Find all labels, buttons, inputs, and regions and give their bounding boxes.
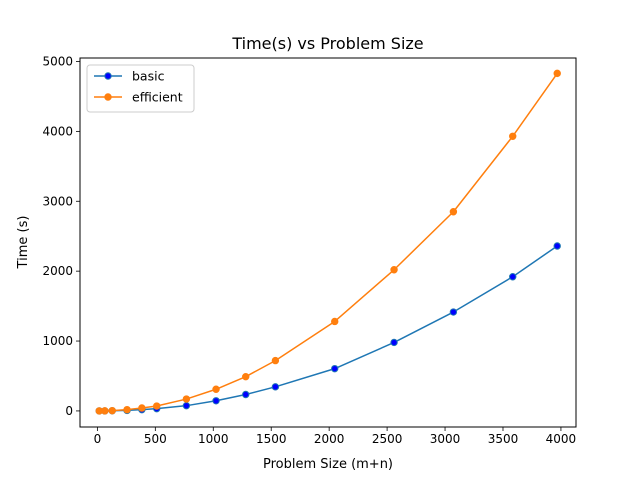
data-point-efficient [153, 402, 161, 410]
data-point-efficient [449, 208, 458, 216]
data-point-efficient [331, 317, 339, 326]
legend-swatch-marker [104, 93, 112, 101]
chart-title: Time(s) vs Problem Size [231, 34, 423, 53]
data-point-efficient [182, 395, 191, 403]
data-point-basic [390, 338, 398, 347]
data-point-efficient [271, 356, 280, 365]
data-point-efficient [123, 405, 131, 414]
series-line-efficient [99, 72, 558, 412]
data-point-efficient [242, 372, 250, 381]
data-point-efficient [212, 385, 220, 393]
y-tick-label: 2000 [42, 264, 73, 278]
legend-item-basic: basic [94, 69, 165, 84]
x-tick-label: 500 [144, 432, 167, 446]
plot-frame [79, 57, 577, 428]
data-point-efficient [553, 69, 561, 78]
data-point-basic [331, 364, 339, 373]
x-tick-label: 4000 [546, 432, 577, 446]
data-point-efficient [108, 406, 116, 415]
data-point-basic [182, 401, 191, 410]
data-point-basic [553, 242, 561, 250]
legend-label: efficient [132, 90, 183, 105]
x-tick-label: 2000 [314, 432, 345, 446]
y-tick-label: 0 [65, 404, 73, 418]
data-point-efficient [390, 266, 398, 274]
data-point-basic [212, 397, 220, 405]
legend-label: basic [132, 69, 165, 84]
y-axis-label: Time (s) [16, 216, 31, 270]
y-tick-label: 1000 [42, 334, 73, 348]
x-tick-label: 2500 [372, 432, 403, 446]
data-point-basic [271, 383, 280, 391]
x-axis-label: Problem Size (m+n) [263, 457, 393, 472]
x-tick-label: 1500 [256, 432, 287, 446]
legend: basic efficient [86, 64, 195, 113]
data-point-basic [242, 390, 250, 399]
x-tick-label: 3000 [430, 432, 461, 446]
series-basic [95, 242, 561, 415]
y-tick-label: 5000 [42, 54, 73, 68]
data-point-basic [449, 308, 458, 316]
x-tick-label: 3500 [488, 432, 519, 446]
data-point-efficient [138, 404, 146, 412]
y-tick-label: 3000 [42, 194, 73, 208]
data-point-efficient [509, 132, 517, 140]
data-point-efficient [101, 407, 109, 415]
legend-item-efficient: efficient [94, 90, 183, 105]
x-tick-label: 1000 [198, 432, 229, 446]
series-line-basic [99, 245, 558, 412]
legend-swatch-marker [104, 72, 112, 80]
data-point-basic [509, 273, 517, 281]
y-tick-label: 4000 [42, 124, 73, 138]
series-efficient [95, 69, 561, 415]
x-tick-label: 0 [94, 432, 102, 446]
